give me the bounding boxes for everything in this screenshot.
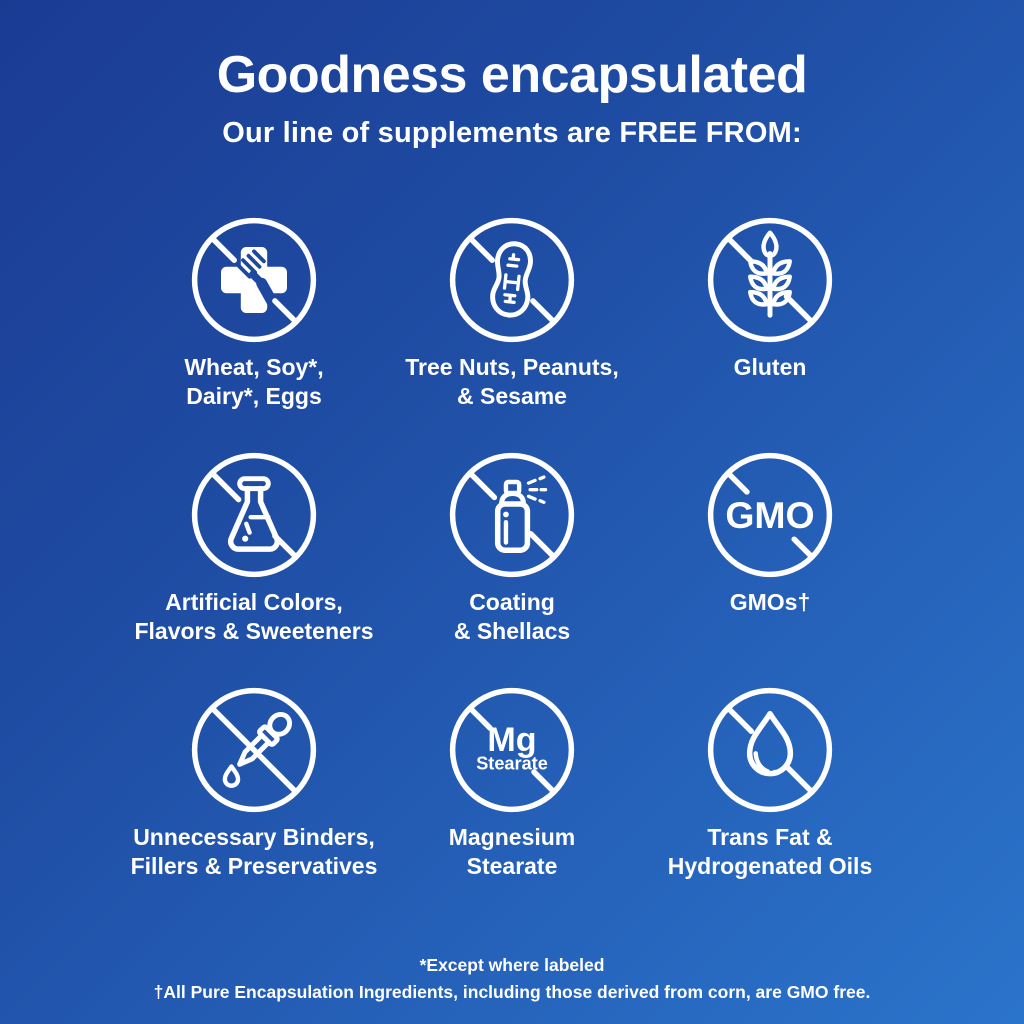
no-unnecessary-binders-fillers-preservatives-icon <box>191 688 317 813</box>
mg-icon-text: Mg <box>487 721 536 759</box>
free-from-grid: Wheat, Soy*, Dairy*, Eggs Tree Nuts, Pea… <box>0 214 1024 919</box>
gmo-icon-text: GMO <box>725 494 814 536</box>
item-label: Magnesium Stearate <box>448 824 576 880</box>
no-artificial-colors-flavors-sweeteners-icon <box>191 453 317 578</box>
item-label: Unnecessary Binders, Fillers & Preservat… <box>130 824 378 880</box>
free-from-item-wheat-soy-dairy-eggs: Wheat, Soy*, Dairy*, Eggs <box>125 214 383 449</box>
no-gmo-icon: GMO <box>707 453 833 578</box>
free-from-item-trans-fat: Trans Fat & Hydrogenated Oils <box>641 684 899 919</box>
item-label: Gluten <box>733 354 807 381</box>
free-from-item-artificial-colors: Artificial Colors, Flavors & Sweeteners <box>125 449 383 684</box>
no-magnesium-stearate-icon: Mg Stearate <box>449 688 575 813</box>
no-gluten-icon <box>707 218 833 343</box>
item-label: Coating & Shellacs <box>453 589 571 645</box>
item-label: Trans Fat & Hydrogenated Oils <box>667 824 873 880</box>
free-from-item-gluten: Gluten <box>641 214 899 449</box>
item-label: Tree Nuts, Peanuts, & Sesame <box>405 354 619 410</box>
stearate-icon-text: Stearate <box>476 753 548 773</box>
page-subtitle: Our line of supplements are FREE FROM: <box>222 117 802 150</box>
free-from-item-magnesium-stearate: Mg Stearate Magnesium Stearate <box>383 684 641 919</box>
free-from-item-tree-nuts-peanuts-sesame: Tree Nuts, Peanuts, & Sesame <box>383 214 641 449</box>
header: Goodness encapsulated Our line of supple… <box>0 0 1024 150</box>
no-tree-nuts-peanuts-sesame-icon <box>449 218 575 343</box>
footnote-gmo-free: †All Pure Encapsulation Ingredients, inc… <box>153 982 871 1002</box>
page-title: Goodness encapsulated <box>216 46 808 104</box>
footnote-except-where-labeled: *Except where labeled <box>419 955 605 975</box>
no-trans-fat-hydrogenated-oils-icon <box>707 688 833 813</box>
item-label: Wheat, Soy*, Dairy*, Eggs <box>184 354 324 410</box>
item-label: GMOs† <box>729 589 811 616</box>
free-from-item-coating-shellacs: Coating & Shellacs <box>383 449 641 684</box>
no-wheat-soy-dairy-eggs-icon <box>191 218 317 343</box>
free-from-item-binders-fillers-preservatives: Unnecessary Binders, Fillers & Preservat… <box>125 684 383 919</box>
footnotes: *Except where labeled †All Pure Encapsul… <box>0 952 1024 1006</box>
no-coating-shellacs-icon <box>449 453 575 578</box>
item-label: Artificial Colors, Flavors & Sweeteners <box>134 589 374 645</box>
free-from-item-gmos: GMO GMOs† <box>641 449 899 684</box>
